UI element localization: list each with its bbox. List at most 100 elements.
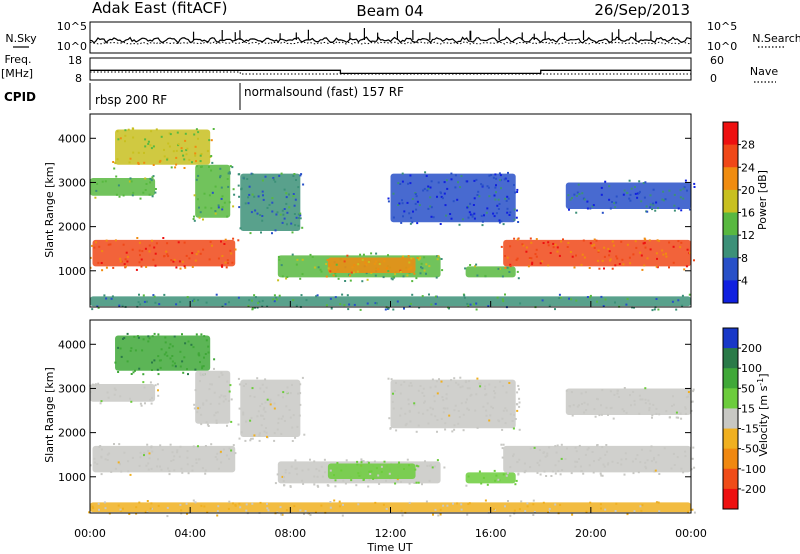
velocity-speckle	[307, 468, 310, 471]
power-speckle	[148, 250, 151, 253]
freq-right-tick-top: 60	[710, 54, 724, 67]
velocity-speckle	[518, 397, 521, 400]
power-speckle	[457, 181, 459, 184]
velocity-speckle	[604, 453, 607, 456]
power-speckle	[154, 188, 157, 190]
power-speckle	[498, 267, 501, 270]
velocity-speckle	[677, 416, 680, 419]
velocity-speckle	[582, 472, 585, 475]
velocity-speckle	[138, 367, 141, 370]
velocity-speckle	[464, 380, 467, 383]
power-speckle	[686, 248, 689, 251]
power-speckle	[160, 135, 163, 138]
velocity-speckle	[157, 389, 159, 392]
power-speckle	[132, 151, 135, 154]
power-speckle	[516, 188, 519, 191]
velocity-speckle	[466, 407, 469, 410]
power-speckle	[233, 193, 236, 196]
power-speckle	[214, 210, 217, 213]
velocity-speckle	[462, 429, 465, 432]
velocity-speckle	[602, 463, 605, 466]
power-speckle	[143, 300, 146, 303]
velocity-speckle	[581, 403, 583, 405]
velocity-colorbar-tick-label: -200	[741, 483, 766, 496]
nsky-label: N.Sky	[5, 32, 37, 45]
velocity-speckle	[98, 508, 100, 511]
power-region-10	[565, 179, 696, 214]
velocity-speckle	[179, 503, 182, 506]
velocity-speckle	[245, 420, 247, 423]
velocity-speckle	[227, 399, 230, 402]
velocity-speckle	[283, 484, 285, 487]
power-speckle	[300, 294, 303, 297]
velocity-data-regions	[88, 332, 696, 518]
velocity-speckle	[439, 513, 442, 516]
velocity-speckle	[601, 474, 604, 477]
power-speckle	[600, 193, 603, 196]
velocity-speckle	[663, 447, 666, 450]
power-speckle	[418, 204, 421, 207]
power-speckle	[129, 157, 132, 160]
velocity-speckle	[187, 373, 189, 376]
noise-panel-frame	[89, 21, 692, 54]
power-speckle	[497, 267, 500, 270]
velocity-speckle	[88, 511, 91, 514]
velocity-speckle	[200, 423, 203, 426]
velocity-speckle	[183, 356, 186, 359]
date-title: 26/Sep/2013	[594, 1, 690, 19]
power-speckle	[176, 131, 179, 134]
velocity-speckle	[457, 422, 460, 425]
power-speckle	[280, 172, 283, 175]
power-speckle	[399, 183, 402, 185]
power-speckle	[335, 263, 338, 266]
velocity-speckle	[150, 502, 153, 505]
velocity-speckle	[172, 458, 175, 461]
power-speckle	[261, 215, 264, 217]
power-speckle	[144, 189, 147, 191]
velocity-y-tick-label: 3000	[58, 382, 86, 395]
power-speckle	[473, 179, 476, 182]
power-speckle	[251, 193, 254, 196]
velocity-speckle	[173, 469, 176, 472]
power-speckle	[227, 172, 230, 175]
power-speckle	[649, 194, 652, 197]
power-speckle	[463, 296, 466, 299]
velocity-speckle	[467, 408, 470, 411]
power-speckle	[370, 272, 373, 274]
velocity-speckle	[338, 500, 341, 503]
velocity-speckle	[203, 373, 206, 376]
power-colorbar-tick-label: 16	[741, 207, 755, 220]
velocity-speckle	[195, 333, 198, 336]
velocity-speckle	[571, 513, 574, 516]
velocity-speckle	[518, 401, 521, 404]
noise-panel: 10^5 10^0 10^5 10^0	[57, 20, 737, 54]
velocity-speckle	[691, 508, 694, 511]
power-colorbar-tick-label: 4	[741, 274, 748, 287]
power-speckle	[149, 181, 152, 184]
velocity-speckle	[256, 415, 259, 418]
x-tick-label: 16:00	[475, 527, 507, 540]
velocity-speckle	[452, 502, 454, 505]
power-speckle	[488, 195, 491, 198]
power-speckle	[138, 249, 141, 252]
power-speckle	[109, 243, 112, 246]
velocity-speckle	[408, 384, 411, 387]
power-speckle	[278, 294, 281, 297]
velocity-region-6	[327, 460, 420, 484]
power-speckle	[334, 275, 337, 278]
power-speckle	[144, 138, 147, 141]
velocity-speckle	[467, 503, 470, 505]
velocity-speckle	[342, 503, 344, 506]
velocity-speckle	[394, 482, 397, 485]
power-speckle	[300, 173, 303, 176]
velocity-speckle	[218, 402, 221, 405]
power-speckle	[387, 307, 390, 310]
power-speckle	[502, 300, 505, 303]
power-speckle	[139, 254, 141, 257]
power-speckle	[117, 184, 120, 187]
velocity-speckle	[410, 384, 413, 387]
power-speckle	[132, 191, 135, 194]
power-speckle	[277, 279, 280, 282]
power-speckle	[93, 246, 96, 249]
velocity-speckle	[658, 510, 661, 513]
